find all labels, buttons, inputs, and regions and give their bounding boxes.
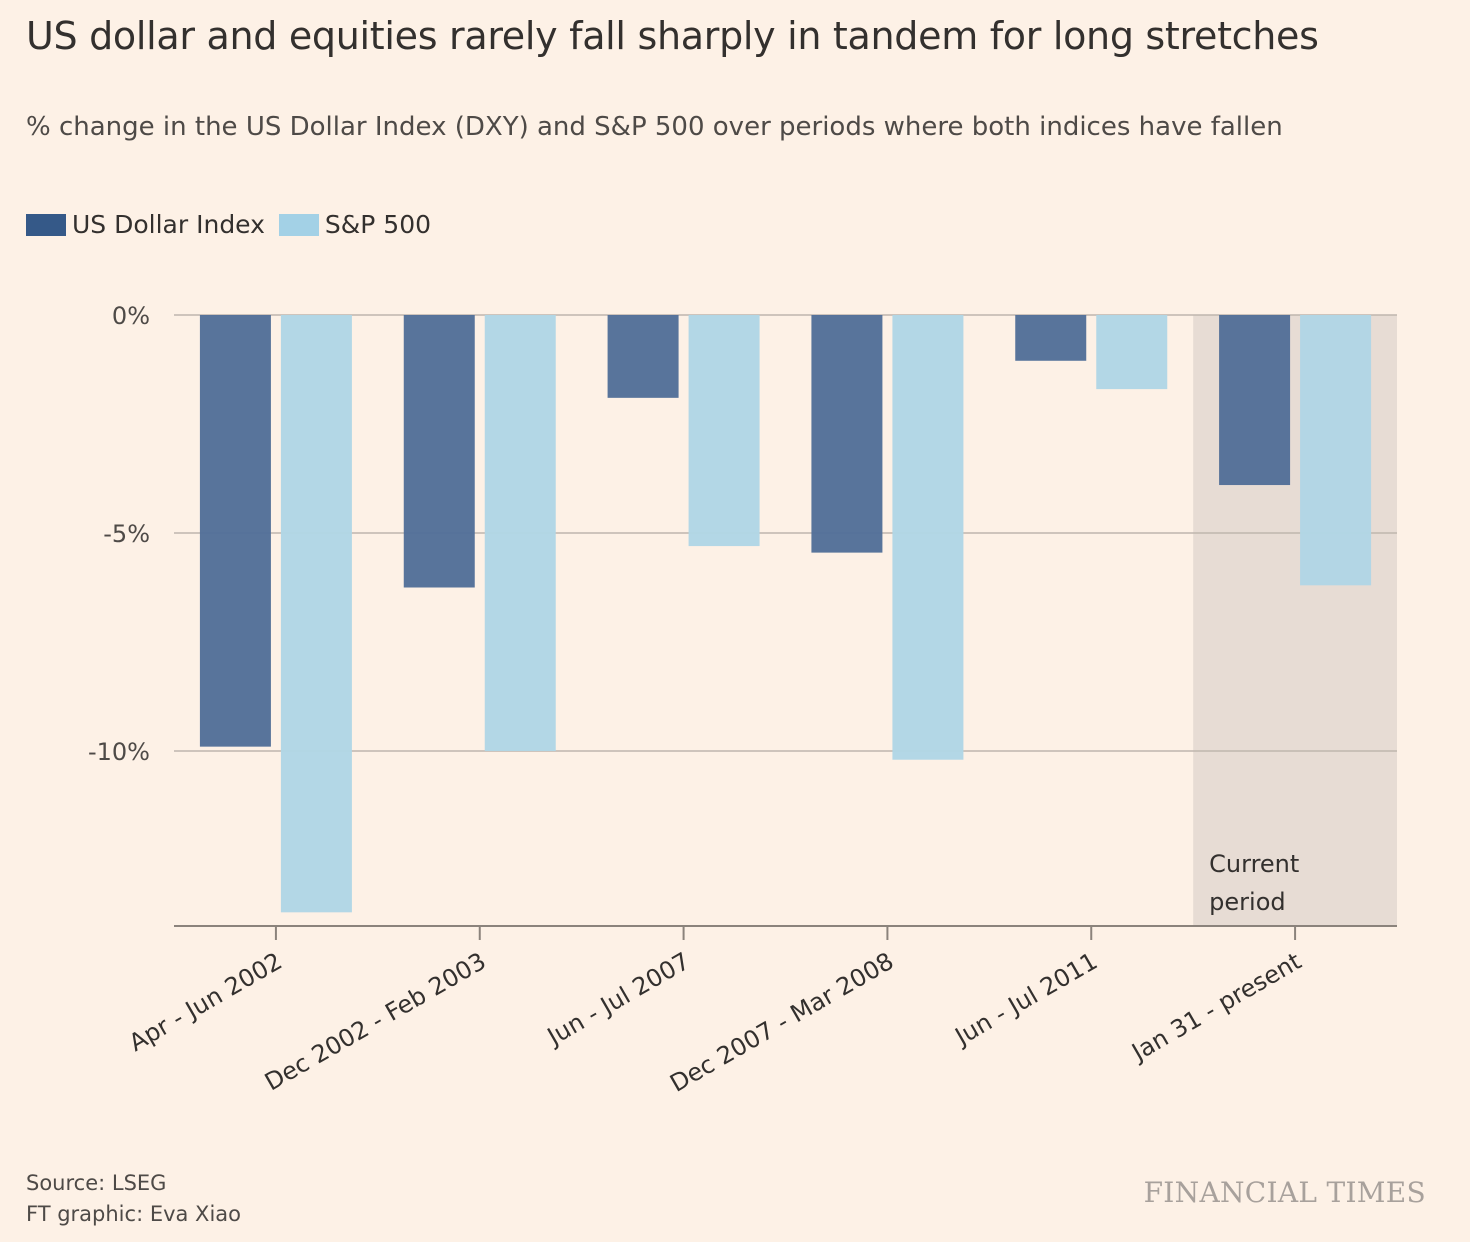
bar-sp500 bbox=[1096, 315, 1168, 390]
credit-text: FT graphic: Eva Xiao bbox=[26, 1202, 241, 1226]
legend-label-dollar: US Dollar Index bbox=[72, 210, 265, 239]
source-text: Source: LSEG bbox=[26, 1171, 167, 1195]
bar-sp500 bbox=[484, 315, 556, 751]
bar-dollar bbox=[199, 315, 271, 747]
x-tick-label: Dec 2002 - Feb 2003 bbox=[260, 947, 491, 1096]
x-tick-label: Jun - Jul 2011 bbox=[949, 947, 1103, 1052]
bar-sp500 bbox=[1300, 315, 1372, 586]
bar-dollar bbox=[403, 315, 475, 588]
bar-dollar bbox=[1219, 315, 1291, 486]
legend-item-dollar: US Dollar Index bbox=[26, 210, 265, 239]
x-tick-label: Apr - Jun 2002 bbox=[124, 947, 287, 1057]
y-tick-label: -10% bbox=[88, 738, 150, 766]
bar-dollar bbox=[811, 315, 883, 553]
legend: US Dollar Index S&P 500 bbox=[26, 210, 445, 239]
y-tick-label: 0% bbox=[112, 302, 150, 330]
ft-logo: FINANCIAL TIMES bbox=[1143, 1176, 1426, 1209]
bar-dollar bbox=[1015, 315, 1087, 361]
legend-swatch-sp500 bbox=[278, 213, 319, 236]
bar-dollar bbox=[607, 315, 679, 398]
chart-title: US dollar and equities rarely fall sharp… bbox=[26, 14, 1319, 58]
legend-item-sp500: S&P 500 bbox=[278, 210, 432, 239]
x-tick-label: Jun - Jul 2007 bbox=[541, 947, 695, 1052]
bar-sp500 bbox=[892, 315, 964, 760]
bar-sp500 bbox=[688, 315, 760, 547]
highlight-label-line: Current bbox=[1209, 850, 1299, 878]
source-notes: Source: LSEG FT graphic: Eva Xiao bbox=[26, 1168, 241, 1230]
legend-swatch-dollar bbox=[26, 213, 66, 236]
y-tick-label: -5% bbox=[103, 520, 150, 548]
legend-label-sp500: S&P 500 bbox=[324, 210, 432, 239]
bar-sp500 bbox=[280, 315, 352, 913]
x-tick-label: Jan 31 - present bbox=[1126, 947, 1307, 1067]
chart-subtitle: % change in the US Dollar Index (DXY) an… bbox=[26, 112, 1283, 142]
highlight-label-line: period bbox=[1209, 888, 1285, 916]
x-tick-label: Dec 2007 - Mar 2008 bbox=[665, 947, 898, 1098]
